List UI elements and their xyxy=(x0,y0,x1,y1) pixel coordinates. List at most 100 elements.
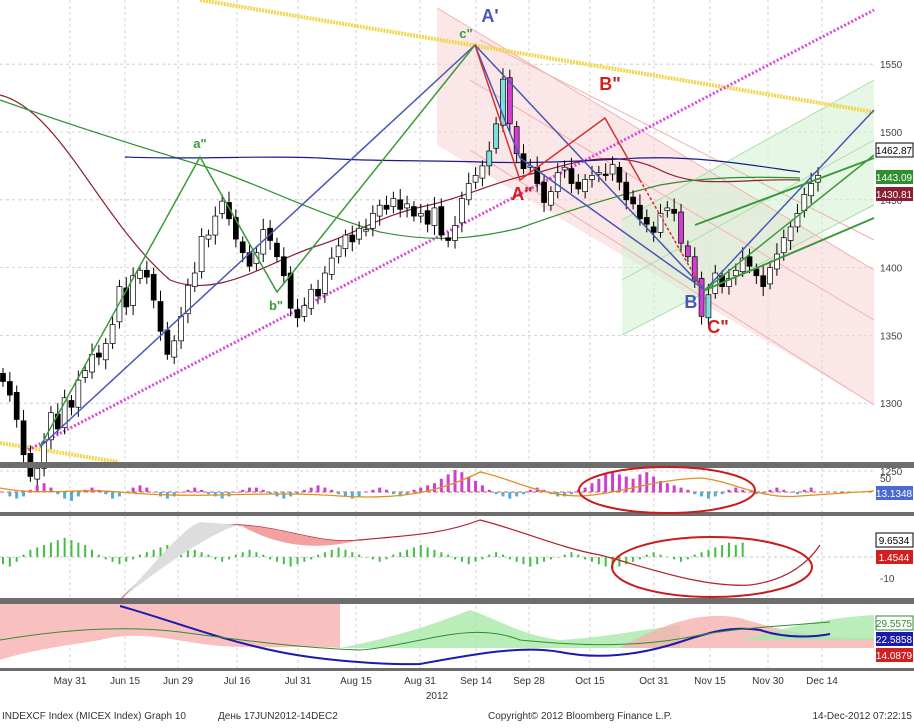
candle-body xyxy=(280,256,287,277)
panel1-bar xyxy=(741,489,745,492)
panel1-bar xyxy=(179,492,183,493)
panel2-bar xyxy=(481,557,484,560)
panel2-bar xyxy=(97,554,100,557)
panel2-bar xyxy=(632,557,635,562)
panel2-bar xyxy=(734,545,737,557)
panel1-bar xyxy=(597,478,601,492)
candle-body xyxy=(630,196,636,205)
panel3-tag-box-1 xyxy=(875,615,914,631)
panel1-bar xyxy=(213,492,217,497)
candle-body xyxy=(356,227,362,240)
panel1-bar xyxy=(638,474,642,492)
candle-body xyxy=(438,206,445,236)
panel2-bar xyxy=(625,557,628,565)
panel2-bar xyxy=(56,540,59,557)
panel2-bar xyxy=(501,554,504,557)
ma-tag-2-box xyxy=(876,187,913,201)
panel2-tick: -10 xyxy=(880,574,895,585)
panel1-bar xyxy=(706,492,710,499)
candle-body xyxy=(500,78,506,126)
panel2-bar xyxy=(707,549,710,557)
candle-body xyxy=(486,150,493,167)
panel3-di-line xyxy=(0,621,831,651)
candle-body xyxy=(780,237,787,254)
panel1-bar xyxy=(679,487,683,492)
candle-body xyxy=(431,207,438,226)
candle-body xyxy=(198,236,205,273)
candle-body xyxy=(75,379,82,408)
candle-body xyxy=(589,175,595,180)
candle-body xyxy=(82,370,89,378)
panel1-bar xyxy=(248,487,252,492)
panel2-bar xyxy=(275,557,278,562)
date-tick-label: Jun 15 xyxy=(110,676,140,687)
panel2-bar xyxy=(645,554,648,557)
candle-body xyxy=(301,305,308,317)
panel2-bar xyxy=(556,557,559,558)
panel1-bar xyxy=(200,489,204,492)
panel1-bar xyxy=(330,489,334,492)
date-tick-label: Aug 31 xyxy=(404,676,436,687)
pitchfork-channel-line xyxy=(436,7,875,271)
panel2-bar xyxy=(104,557,107,560)
panel1-bar xyxy=(474,481,478,492)
panel2-bar xyxy=(590,557,593,562)
panel2-bar xyxy=(700,552,703,557)
label-a-double: A" xyxy=(511,184,533,204)
panel1-bar xyxy=(569,492,573,495)
candle-body xyxy=(96,352,102,358)
panel2-bar xyxy=(84,545,87,557)
panel2-bar xyxy=(43,545,46,557)
panel1-bar xyxy=(583,487,587,492)
green-channel-fill xyxy=(622,80,874,335)
panel2-bar xyxy=(714,547,717,557)
candle-body xyxy=(287,272,294,309)
panel1-bar xyxy=(528,489,532,492)
panel1-bar xyxy=(460,472,464,492)
panel2-bar xyxy=(49,542,52,557)
candle-body xyxy=(746,256,753,267)
panel2-bar xyxy=(426,547,429,557)
panel1-bar xyxy=(768,489,772,492)
candle-body xyxy=(548,191,554,206)
candle-body xyxy=(424,210,431,225)
label-b-prime: B' xyxy=(684,292,701,312)
panel2-bar xyxy=(228,557,231,560)
panel2-bar xyxy=(317,554,320,557)
panel1-bar xyxy=(809,487,813,492)
panel2-bar xyxy=(392,554,395,557)
panel2-bar xyxy=(193,549,196,557)
panel2-bar xyxy=(132,557,135,560)
panel1-bar xyxy=(515,492,519,497)
panel1-bar xyxy=(795,492,799,495)
date-tick-label: Dec 14 xyxy=(806,676,838,687)
last-price-tag: 1462.87 xyxy=(876,143,913,157)
panel1-bar xyxy=(631,478,635,492)
candle-body xyxy=(390,198,397,207)
panel1-bar xyxy=(802,489,806,492)
candle-body xyxy=(513,126,520,155)
panel1-bar xyxy=(713,492,717,497)
panel2-bar xyxy=(686,557,689,560)
date-axis: May 31 Jun 15 Jun 29 Jul 16 Jul 31 Aug 15 Aug … xyxy=(54,676,839,687)
panel2-bar xyxy=(618,557,621,567)
panel1-bar xyxy=(501,492,505,497)
candle-body xyxy=(68,400,75,408)
candle-body xyxy=(109,324,116,344)
candle-body xyxy=(664,207,671,211)
candle-body xyxy=(226,202,232,220)
panel2-bar xyxy=(337,547,340,557)
panel2-bar xyxy=(351,552,354,557)
panel1-bar xyxy=(172,492,176,497)
candle-body xyxy=(623,181,630,201)
panel2-bar xyxy=(522,557,525,565)
label-small-c: c" xyxy=(459,26,472,41)
panel1-bar xyxy=(563,492,567,497)
panel1-bar xyxy=(22,492,26,497)
panel1-bar xyxy=(467,476,471,492)
candle-body xyxy=(657,213,664,233)
panel2-bar xyxy=(145,552,148,557)
candle-body xyxy=(260,229,267,255)
candle-body xyxy=(322,272,328,294)
panel2-bar xyxy=(659,554,662,557)
